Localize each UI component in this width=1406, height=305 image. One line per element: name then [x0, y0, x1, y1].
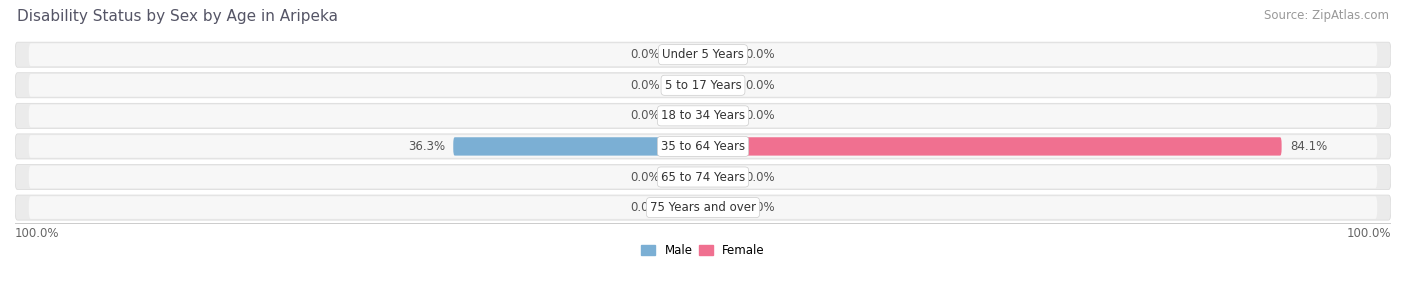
Text: 0.0%: 0.0% [745, 170, 775, 184]
FancyBboxPatch shape [703, 137, 1282, 156]
Text: 35 to 64 Years: 35 to 64 Years [661, 140, 745, 153]
FancyBboxPatch shape [28, 43, 1378, 66]
FancyBboxPatch shape [703, 76, 737, 95]
Text: 0.0%: 0.0% [745, 109, 775, 122]
FancyBboxPatch shape [669, 45, 703, 64]
FancyBboxPatch shape [28, 196, 1378, 219]
FancyBboxPatch shape [703, 199, 737, 217]
Text: 36.3%: 36.3% [408, 140, 446, 153]
Text: Disability Status by Sex by Age in Aripeka: Disability Status by Sex by Age in Aripe… [17, 9, 337, 24]
Text: 100.0%: 100.0% [15, 227, 59, 239]
FancyBboxPatch shape [703, 45, 737, 64]
FancyBboxPatch shape [15, 164, 1391, 189]
Text: 0.0%: 0.0% [745, 48, 775, 61]
Text: Source: ZipAtlas.com: Source: ZipAtlas.com [1264, 9, 1389, 22]
FancyBboxPatch shape [15, 42, 1391, 67]
FancyBboxPatch shape [669, 199, 703, 217]
FancyBboxPatch shape [703, 107, 737, 125]
Text: 84.1%: 84.1% [1289, 140, 1327, 153]
Text: 0.0%: 0.0% [631, 201, 661, 214]
Text: 18 to 34 Years: 18 to 34 Years [661, 109, 745, 122]
FancyBboxPatch shape [15, 195, 1391, 220]
FancyBboxPatch shape [669, 76, 703, 95]
FancyBboxPatch shape [28, 166, 1378, 188]
FancyBboxPatch shape [669, 107, 703, 125]
Text: 75 Years and over: 75 Years and over [650, 201, 756, 214]
Text: 0.0%: 0.0% [631, 48, 661, 61]
FancyBboxPatch shape [28, 74, 1378, 97]
Text: 100.0%: 100.0% [1347, 227, 1391, 239]
Text: 0.0%: 0.0% [631, 109, 661, 122]
FancyBboxPatch shape [669, 168, 703, 186]
Text: 5 to 17 Years: 5 to 17 Years [665, 79, 741, 92]
FancyBboxPatch shape [703, 168, 737, 186]
FancyBboxPatch shape [453, 137, 703, 156]
Legend: Male, Female: Male, Female [637, 239, 769, 262]
FancyBboxPatch shape [28, 105, 1378, 127]
Text: 65 to 74 Years: 65 to 74 Years [661, 170, 745, 184]
FancyBboxPatch shape [15, 134, 1391, 159]
FancyBboxPatch shape [28, 135, 1378, 158]
FancyBboxPatch shape [15, 103, 1391, 128]
Text: 0.0%: 0.0% [745, 79, 775, 92]
Text: 0.0%: 0.0% [745, 201, 775, 214]
Text: Under 5 Years: Under 5 Years [662, 48, 744, 61]
Text: 0.0%: 0.0% [631, 170, 661, 184]
Text: 0.0%: 0.0% [631, 79, 661, 92]
FancyBboxPatch shape [15, 73, 1391, 98]
